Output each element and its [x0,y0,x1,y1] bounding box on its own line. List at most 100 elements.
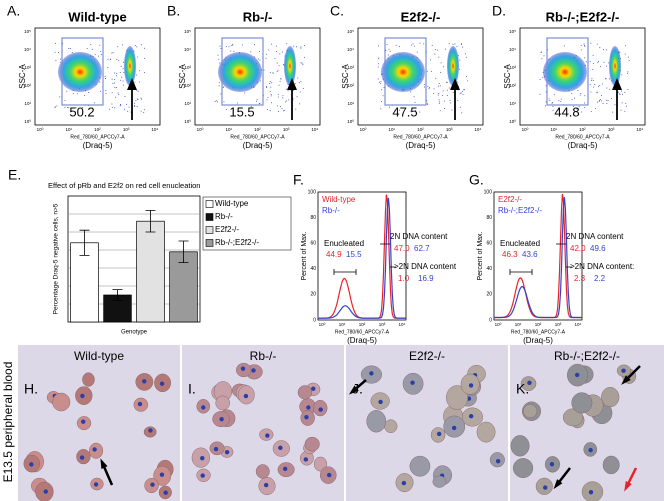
x-tick-label: 10² [359,322,366,327]
cell [523,404,538,419]
x-tick-label: 10¹ [550,127,557,132]
annotation-value: 43.6 [522,250,538,259]
scatter-dot [75,107,77,109]
scatter-dot [99,81,101,83]
scatter-dot [100,54,102,56]
histogram-curve [494,197,582,319]
scatter-dot [116,72,118,74]
scatter-dot [428,87,430,89]
scatter-dot [583,43,585,45]
y-tick-label: 80 [310,215,316,221]
scatter-dot [263,69,265,71]
scatter-dot [115,96,117,98]
legend-swatch [205,226,214,234]
error-bar [178,240,189,263]
scatter-dot [99,90,101,92]
legend-label: Wild-type [215,199,249,208]
x-tick-label: 10² [535,322,542,327]
scatter-dot [380,82,382,84]
scatter-dot [278,84,280,86]
x-tick-label: 10³ [608,127,615,132]
scatter-dot [459,68,461,70]
scatter-dot [112,51,114,53]
scatter-dot [438,85,440,87]
scatter-dot [596,101,598,103]
chart-title: Effect of pRb and E2f2 on red cell enucl… [48,181,200,190]
scatter-dot [117,92,119,94]
scatter-dot [584,57,586,59]
arrow-head [287,78,297,90]
x-tick-label: 10⁰ [197,127,204,132]
x-axis-label: Red_780/60_APCCy7-A [555,134,610,140]
scatter-dot [628,60,630,62]
error-bar [145,210,156,233]
scatter-dot [542,77,544,79]
scatter-dot [599,99,601,101]
scatter-dot [214,101,216,103]
scatter-dot [265,57,267,59]
cell [562,408,584,427]
scatter-dot [457,99,459,101]
scatter-dot [300,46,302,48]
scatter-dot [543,55,545,57]
x-tick-label: 10² [579,127,586,132]
scatter-dot [282,110,284,112]
scatter-dot [114,107,116,109]
scatter-dot [571,99,573,101]
scatter-dot [136,106,138,108]
scatter-dot [266,109,268,111]
scatter-dot [302,64,304,66]
scatter-dot [438,102,440,104]
scatter-dot [218,85,220,87]
scatter-dot [141,98,143,100]
scatter-dot [592,79,594,81]
nucleus [79,455,85,460]
x-tick-label: 10⁴ [399,322,406,327]
scatter-dot [378,63,380,65]
scatter-dot [292,89,294,91]
scatter-dot [545,101,547,103]
scatter-dot [254,44,256,46]
scatter-dot [292,45,294,47]
scatter-dot [429,59,431,61]
y-tick-label: 60 [310,241,316,247]
x-axis-sublabel: (Draq-5) [243,141,273,150]
scatter-dot [277,69,279,71]
scatter-dot [123,108,125,110]
scatter-dot [606,87,608,89]
y-axis-label: SSC-A [18,64,27,89]
scatter-dot [256,99,258,101]
x-axis-label: Red_780/60_APCCy7-A [335,329,390,335]
scatter-dot [136,74,138,76]
scatter-dot [596,43,598,45]
gate [384,37,427,106]
scatter-dot [434,53,436,55]
y-tick-label: 0 [313,317,316,323]
scatter-dot [64,99,66,101]
scatter-dot [560,98,562,100]
scatter-dot [220,48,222,50]
nucleus [495,459,501,464]
scatter-dot [112,82,114,84]
scatter-dot [578,106,580,108]
x-tick-label: 10³ [283,127,290,132]
y-axis-label: Percent of Max. [301,231,308,280]
y-axis-label: SSC-A [341,64,350,89]
x-tick-label: 10² [254,127,261,132]
nucleus [327,472,332,478]
scatter-dot [589,84,591,86]
scatter-dot [621,102,623,104]
nucleus [278,445,283,451]
scatter-dot [438,56,440,58]
nucleus [468,383,474,388]
scatter-dot [54,51,56,53]
x-axis-sublabel: (Draq-5) [568,141,598,150]
y-tick-label: 10⁴ [24,47,31,52]
scatter-dot [597,60,599,62]
annotation: 2N DNA content [566,232,624,241]
nucleus [265,433,270,438]
legend-label: Rb-/- [215,212,233,221]
scatter-dot [284,101,286,103]
nucleus [243,393,249,399]
scatter-dot [100,51,102,53]
